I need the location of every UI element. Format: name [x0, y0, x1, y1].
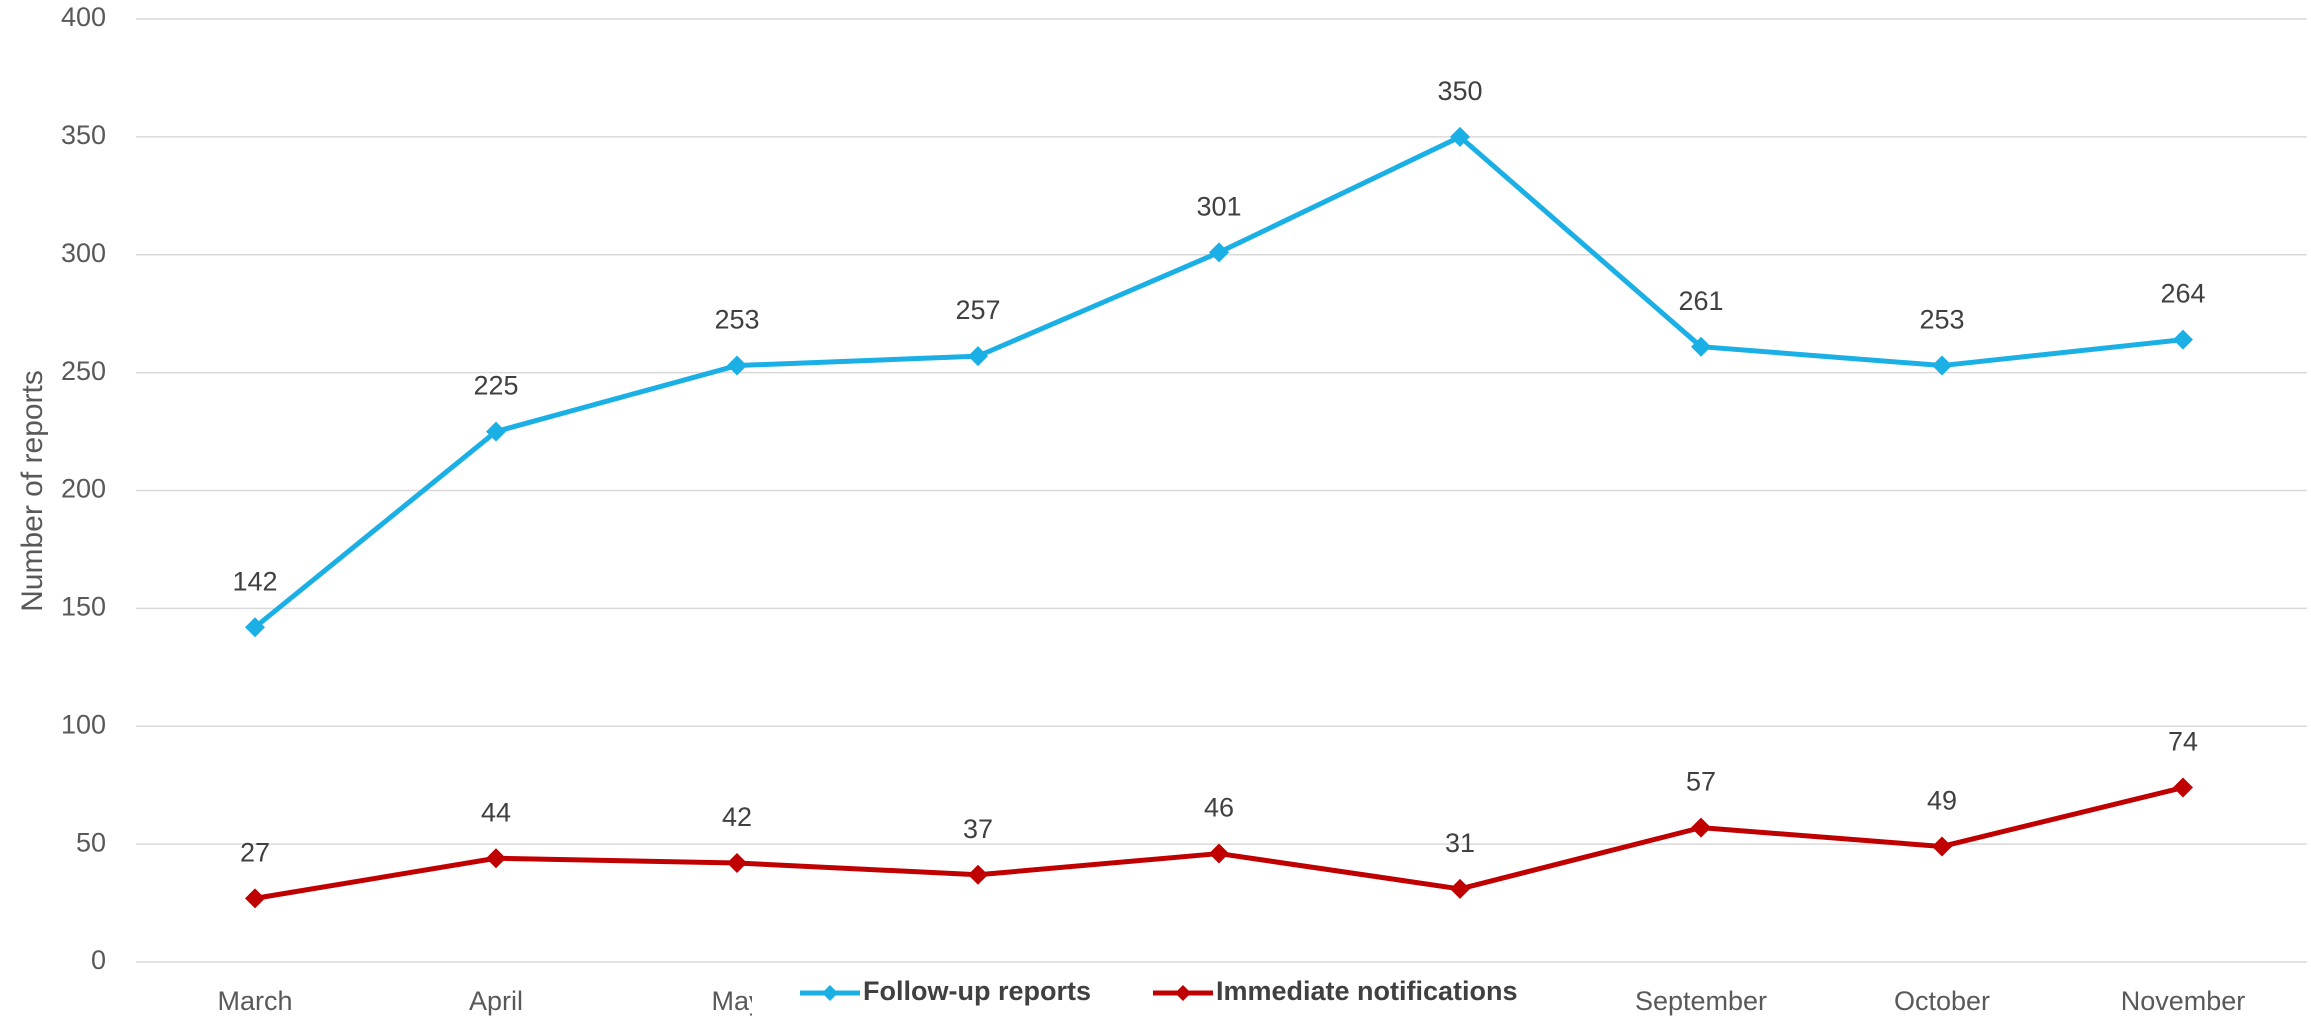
legend-marker: [822, 985, 838, 1001]
data-label: 27: [240, 837, 270, 867]
data-label: 31: [1445, 828, 1475, 858]
point-marker: [2173, 329, 2193, 350]
point-marker: [968, 346, 988, 367]
y-tick-label: 200: [61, 474, 106, 504]
y-tick-label: 50: [76, 827, 106, 857]
x-tick-label: April: [469, 986, 523, 1016]
point-marker: [1209, 843, 1229, 864]
data-label: 37: [963, 814, 993, 844]
data-label: 44: [481, 797, 511, 827]
point-marker: [2173, 777, 2193, 798]
data-label: 264: [2160, 279, 2205, 309]
point-marker: [1691, 336, 1711, 357]
data-label: 49: [1927, 786, 1957, 816]
y-tick-label: 0: [91, 945, 106, 975]
data-label: 57: [1686, 767, 1716, 797]
point-marker: [245, 888, 265, 909]
data-label: 142: [232, 566, 277, 596]
data-label: 46: [1204, 793, 1234, 823]
point-marker: [1691, 817, 1711, 838]
y-tick-label: 250: [61, 356, 106, 386]
point-marker: [968, 864, 988, 885]
data-label: 301: [1196, 192, 1241, 222]
data-label: 257: [955, 295, 1000, 325]
y-tick-label: 400: [61, 2, 106, 32]
point-marker: [1932, 836, 1952, 857]
point-marker: [486, 848, 506, 869]
x-tick-label: October: [1894, 986, 1990, 1016]
x-tick-label: March: [217, 986, 292, 1016]
data-label: 225: [473, 371, 518, 401]
y-tick-label: 150: [61, 592, 106, 622]
data-label: 261: [1678, 286, 1723, 316]
y-tick-label: 350: [61, 120, 106, 150]
data-label: 42: [722, 802, 752, 832]
point-marker: [1450, 126, 1470, 147]
legend-marker: [1174, 985, 1191, 1001]
point-marker: [1209, 242, 1229, 263]
point-marker: [727, 852, 747, 873]
y-tick-label: 300: [61, 238, 106, 268]
y-axis-title: Number of reports: [16, 370, 49, 612]
point-marker: [727, 355, 747, 376]
data-label: 253: [714, 305, 759, 335]
data-label: 253: [1919, 305, 1964, 335]
point-marker: [1450, 878, 1470, 899]
data-label: 350: [1437, 76, 1482, 106]
data-label: 74: [2168, 727, 2198, 757]
x-tick-label: September: [1635, 986, 1767, 1016]
point-marker: [486, 421, 506, 442]
legend-box: [752, 970, 1537, 1018]
legend-label: Immediate notifications: [1216, 976, 1518, 1006]
y-tick-label: 100: [61, 709, 106, 739]
legend-label: Follow-up reports: [863, 976, 1091, 1006]
x-tick-label: November: [2121, 986, 2246, 1016]
point-marker: [245, 617, 265, 638]
point-marker: [1932, 355, 1952, 376]
